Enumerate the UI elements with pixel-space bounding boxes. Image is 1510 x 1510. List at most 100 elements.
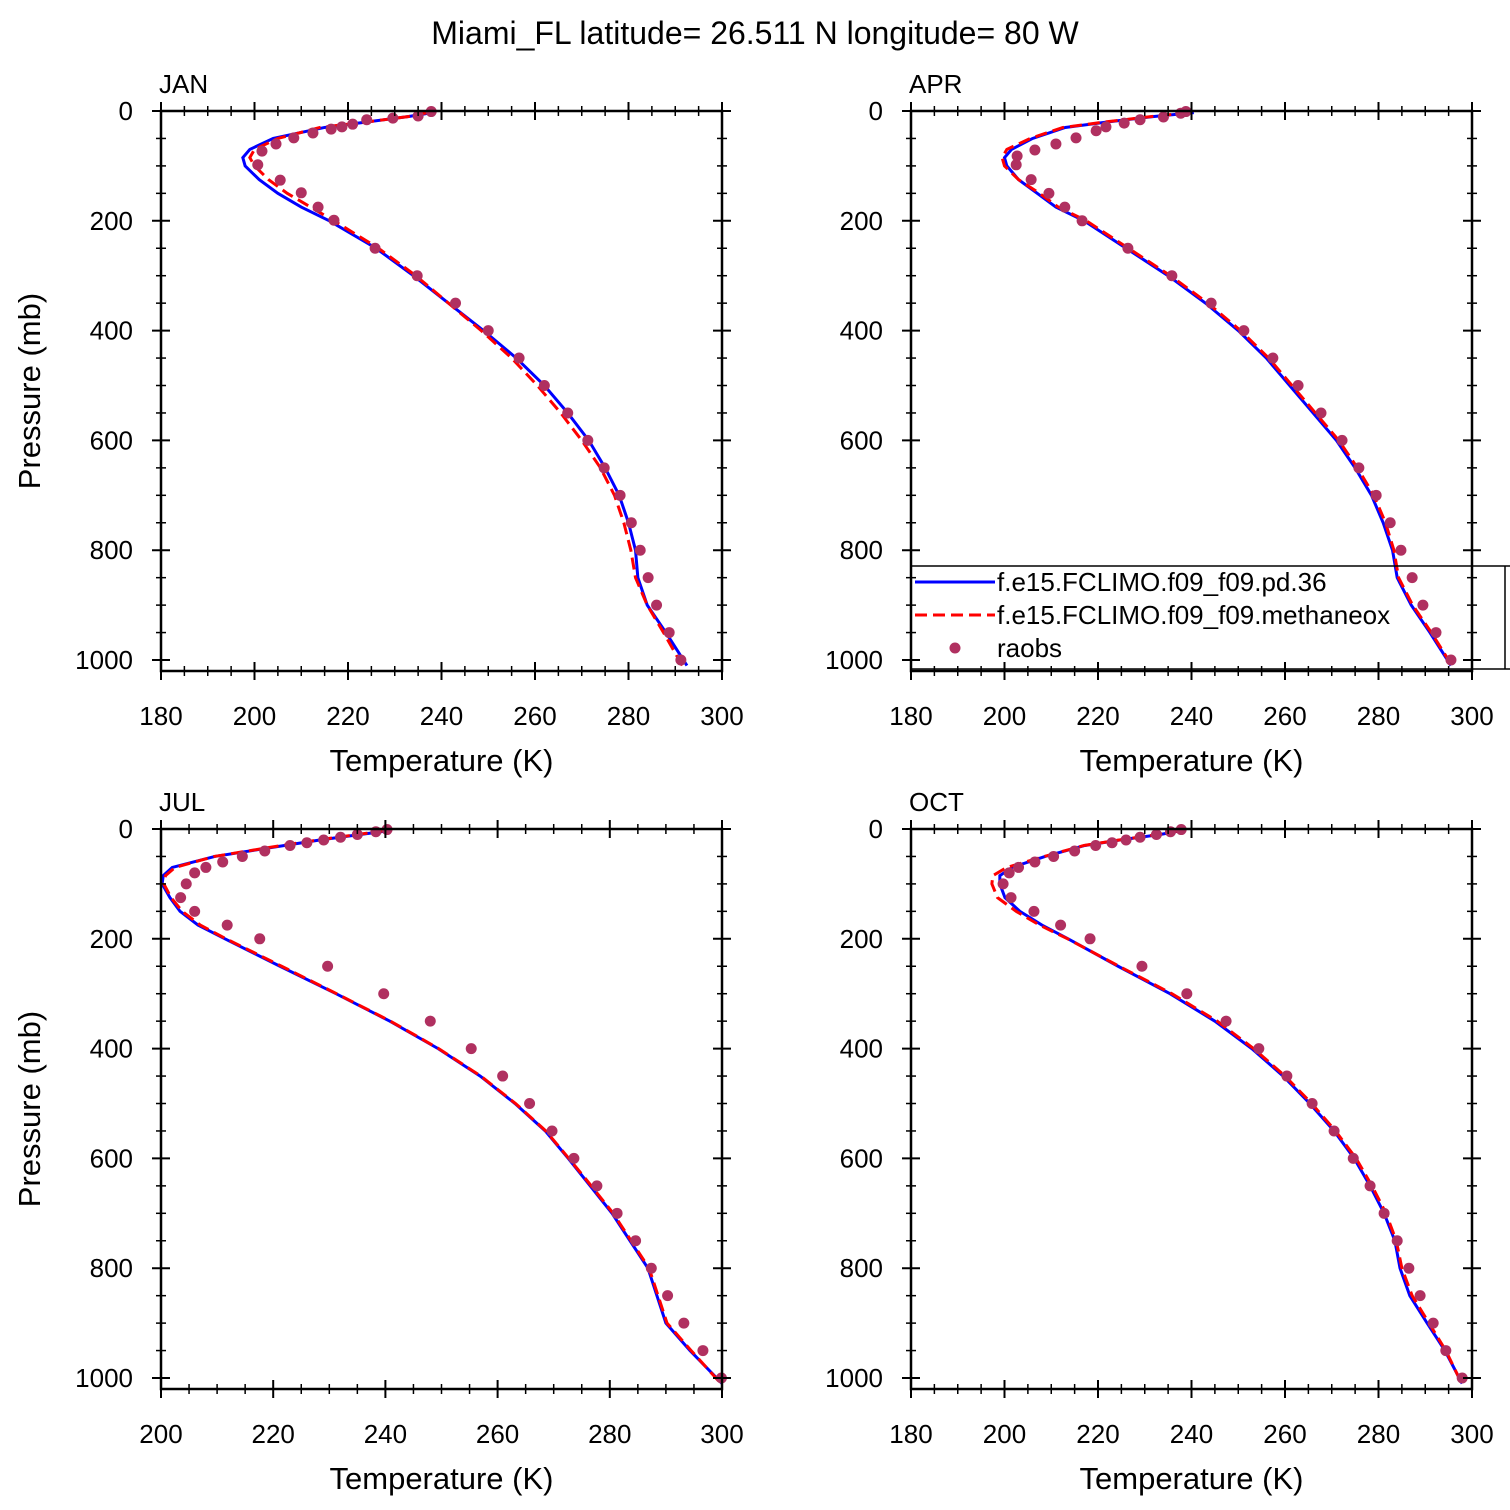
raobs-point [1347,1152,1359,1164]
y-tick-label: 600 [840,1143,883,1173]
y-tick-label: 400 [90,1034,133,1064]
x-tick-label: 180 [889,701,932,731]
raobs-point [497,1070,509,1082]
raobs-point [1157,111,1169,123]
raobs-point [1406,572,1418,584]
raobs-point [351,828,363,840]
y-tick-label: 600 [90,1143,133,1173]
raobs-point [200,861,212,873]
raobs-point [295,187,307,199]
y-tick-label: 1000 [825,645,883,675]
raobs-point [1136,960,1148,972]
raobs-point [1084,933,1096,945]
x-tick-label: 220 [326,701,369,731]
panel-label: JUL [159,787,205,817]
raobs-point [546,1125,558,1137]
raobs-point [1181,988,1193,1000]
raobs-point [307,127,319,139]
raobs-point [259,845,271,857]
x-axis-label: Temperature (K) [1080,1461,1304,1496]
raobs-point [1050,138,1062,150]
raobs-point [1134,114,1146,126]
profile-line [248,111,684,667]
raobs-point [1220,1015,1232,1027]
y-tick-label: 0 [119,96,133,126]
raobs-point [562,407,574,419]
raobs-point [614,489,626,501]
raobs-point [1059,201,1071,213]
y-axis-label: Pressure (mb) [12,1011,47,1207]
raobs-point [1013,861,1025,873]
raobs-point [598,462,610,474]
raobs-point [524,1098,536,1110]
x-tick-label: 240 [420,701,463,731]
y-tick-label: 600 [840,425,883,455]
raobs-point [591,1180,603,1192]
raobs-point [582,434,594,446]
raobs-point [1391,1235,1403,1247]
legend-label: f.e15.FCLIMO.f09_f09.methaneox [997,600,1390,630]
raobs-point [1070,132,1082,144]
x-tick-label: 260 [513,701,556,731]
x-tick-label: 280 [607,701,650,731]
plot-frame [159,109,724,673]
raobs-point [538,380,550,392]
raobs-point [254,933,266,945]
raobs-point [301,837,313,849]
raobs-point [252,159,264,171]
y-tick-label: 200 [840,924,883,954]
raobs-point [1378,1207,1390,1219]
x-tick-label: 200 [983,1419,1026,1449]
y-tick-label: 800 [840,535,883,565]
y-tick-label: 800 [840,1253,883,1283]
x-axis-label: Temperature (K) [330,743,554,778]
raobs-point [1029,856,1041,868]
raobs-point [1395,544,1407,556]
raobs-point [217,856,229,868]
raobs-point [1364,1180,1376,1192]
panel-label: OCT [909,787,964,817]
raobs-point [221,919,233,931]
raobs-point [630,1235,642,1247]
raobs-point [678,1317,690,1329]
x-tick-label: 240 [364,1419,407,1449]
profile-line [161,829,722,1385]
y-tick-label: 800 [90,1253,133,1283]
raobs-point [1315,407,1327,419]
raobs-point [1238,325,1250,337]
raobs-point [1005,892,1017,904]
raobs-point [1267,352,1279,364]
raobs-point [1076,215,1088,227]
y-tick-label: 400 [840,316,883,346]
x-tick-label: 300 [1450,701,1493,731]
raobs-point [189,905,201,917]
raobs-point [1403,1262,1415,1274]
raobs-point [1281,1070,1293,1082]
x-tick-label: 280 [1357,701,1400,731]
raobs-point [424,1015,436,1027]
x-tick-label: 240 [1170,701,1213,731]
x-tick-label: 220 [1076,701,1119,731]
raobs-point [1025,174,1037,186]
x-tick-label: 200 [983,701,1026,731]
raobs-point [1118,117,1130,129]
raobs-point [1328,1125,1340,1137]
x-tick-label: 260 [1263,701,1306,731]
raobs-point [1456,1372,1468,1384]
raobs-point [335,831,347,843]
raobs-point [1384,517,1396,529]
y-tick-label: 1000 [75,645,133,675]
raobs-point [1253,1043,1265,1055]
x-tick-label: 300 [700,1419,743,1449]
raobs-point [189,867,201,879]
raobs-point [312,201,324,213]
raobs-point [1292,380,1304,392]
raobs-point [1205,297,1217,309]
raobs-point [361,114,373,126]
y-tick-label: 200 [90,206,133,236]
raobs-point [625,517,637,529]
raobs-point [322,960,334,972]
raobs-point [175,892,187,904]
